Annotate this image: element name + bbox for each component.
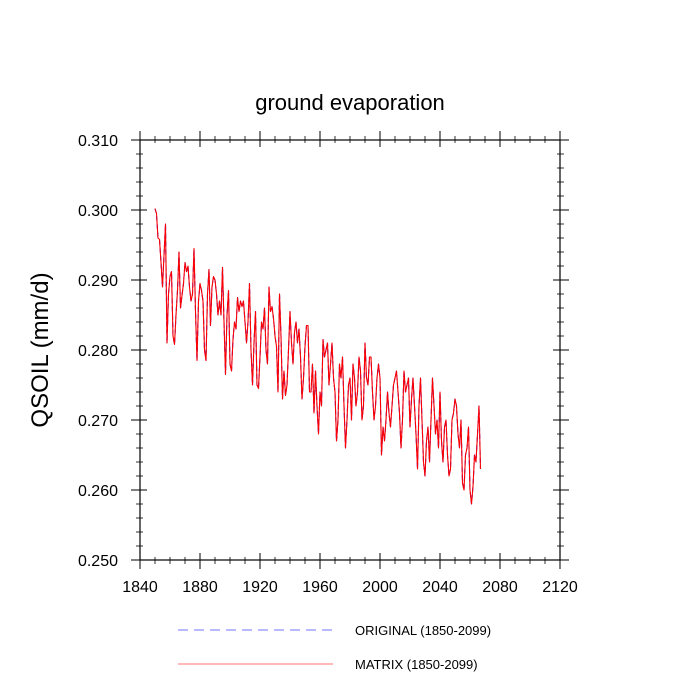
x-tick-label: 2040 [422,579,458,596]
y-tick-label: 0.290 [78,273,118,290]
y-tick-label: 0.310 [78,133,118,150]
chart-title: ground evaporation [255,90,445,115]
y-tick-label: 0.300 [78,203,118,220]
x-tick-label: 1960 [302,579,338,596]
plot-frame [139,139,561,561]
legend-entry-original: ORIGINAL (1850-2099) [178,623,491,638]
x-tick-label: 2120 [542,579,578,596]
y-axis-label: QSOIL (mm/d) [27,272,54,427]
y-tick-label: 0.250 [78,553,118,570]
x-tick-label: 1840 [122,579,158,596]
x-tick-labels: 1840 1880 1920 1960 2000 2040 2080 2120 [122,579,578,596]
x-tick-label: 2080 [482,579,518,596]
legend-label-original: ORIGINAL (1850-2099) [355,623,491,638]
legend-entry-matrix: MATRIX (1850-2099) [178,657,478,672]
y-tick-label: 0.260 [78,483,118,500]
series-layer [154,208,482,505]
legend-label-matrix: MATRIX (1850-2099) [355,657,478,672]
series-line-original [154,208,482,505]
x-tick-label: 2000 [362,579,398,596]
x-tick-label: 1920 [242,579,278,596]
y-tick-labels: 0.250 0.260 0.270 0.280 0.290 0.300 0.310 [78,133,118,570]
legend: ORIGINAL (1850-2099) MATRIX (1850-2099) [178,623,491,672]
series-line-matrix [154,208,482,505]
y-tick-label: 0.270 [78,413,118,430]
x-tick-label: 1880 [182,579,218,596]
y-tick-label: 0.280 [78,343,118,360]
